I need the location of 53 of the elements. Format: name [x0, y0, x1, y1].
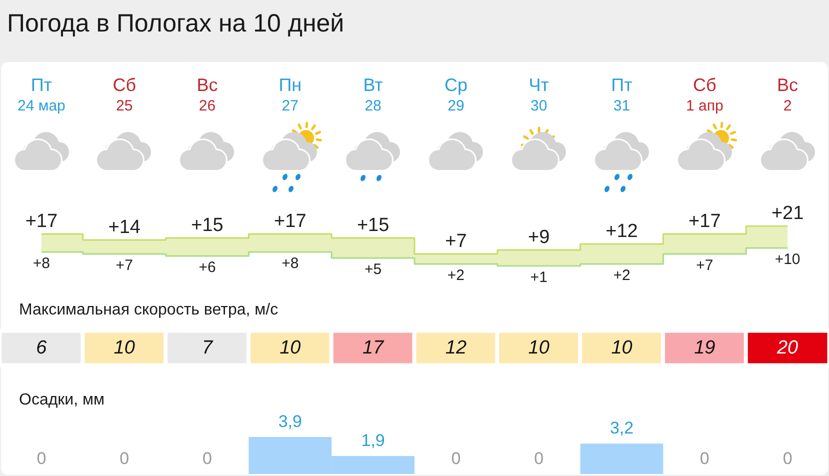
data-label: +9 — [528, 227, 550, 248]
data-label: 0 — [120, 449, 130, 468]
x-tick-label: Вс 26 — [196, 75, 218, 114]
data-label: +8 — [32, 255, 50, 272]
data-label: 17 — [362, 338, 386, 358]
x-tick-label: Сб 25 — [112, 75, 136, 114]
data-label: 0 — [782, 449, 792, 468]
data-label: +17 — [25, 211, 58, 232]
data-label: 10 — [611, 338, 633, 358]
data-label: 19 — [694, 338, 716, 358]
chart-title: Осадки, мм — [19, 392, 105, 408]
data-label: +14 — [108, 217, 141, 238]
x-tick-label: Вт 28 — [363, 75, 383, 114]
x-tick-label: Ср 29 — [444, 75, 468, 114]
chart-title: Максимальная скорость ветра, м/с — [19, 302, 278, 318]
data-label: +2 — [613, 267, 630, 284]
data-label: +6 — [198, 259, 216, 276]
data-label: +7 — [116, 257, 133, 274]
x-tick-label: Пт 31 — [611, 75, 632, 114]
data-label: 0 — [202, 449, 212, 468]
data-label: 1,9 — [361, 430, 385, 450]
chart-title: Погода в Пологах на 10 дней — [7, 10, 344, 38]
x-tick-label: Пн 27 — [278, 75, 302, 114]
data-label: 0 — [700, 449, 710, 468]
x-tick-label: Чт 30 — [528, 75, 549, 114]
data-label: +1 — [530, 269, 548, 286]
data-label: 6 — [36, 338, 48, 358]
data-label: +17 — [274, 211, 306, 232]
data-label: +8 — [282, 255, 299, 272]
data-label: 0 — [36, 449, 46, 468]
data-label: +15 — [191, 215, 224, 236]
data-label: +15 — [356, 215, 390, 236]
x-tick-label: Сб 1 апр — [686, 75, 724, 114]
data-label: +10 — [774, 251, 800, 268]
data-label: +7 — [696, 257, 714, 274]
data-label: +5 — [364, 261, 382, 278]
data-label: 0 — [451, 449, 461, 468]
data-label: +12 — [606, 221, 638, 242]
x-tick-label: Вс 2 — [777, 75, 798, 114]
data-label: 20 — [776, 338, 799, 358]
data-label: 0 — [534, 449, 544, 468]
data-label: 12 — [445, 338, 467, 358]
data-label: 10 — [114, 338, 136, 358]
data-label: +2 — [447, 267, 465, 284]
data-label: +7 — [445, 231, 467, 252]
data-label: +21 — [771, 203, 804, 224]
data-label: 10 — [528, 338, 550, 358]
x-tick-label: Пт 24 мар — [18, 75, 66, 114]
data-label: 10 — [280, 338, 302, 358]
data-label: +17 — [688, 211, 721, 232]
data-label: 7 — [202, 338, 214, 358]
data-label: 3,2 — [610, 418, 634, 438]
data-label: 3,9 — [278, 412, 302, 431]
